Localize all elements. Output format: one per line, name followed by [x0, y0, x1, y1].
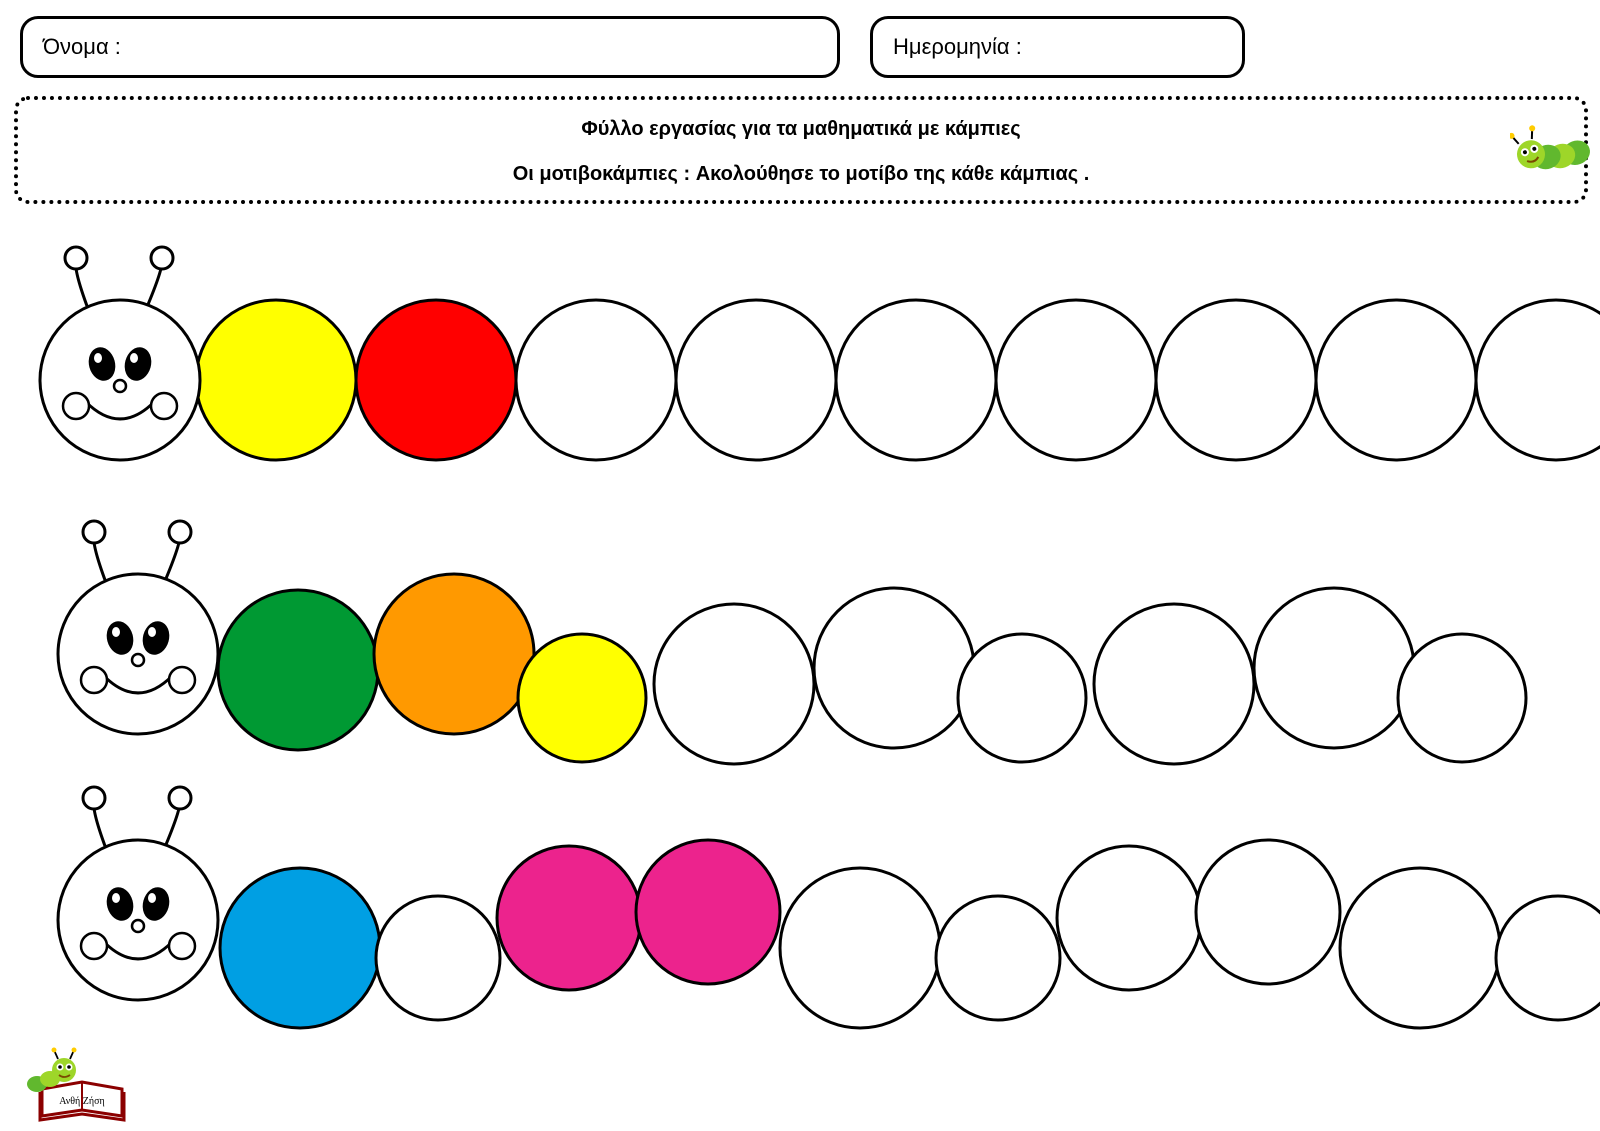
segment: [1196, 840, 1340, 984]
cheek: [81, 933, 107, 959]
nose: [132, 920, 144, 932]
segment: [936, 896, 1060, 1020]
segment: [1057, 846, 1201, 990]
segment: [780, 868, 940, 1028]
segment: [958, 634, 1086, 762]
segment: [218, 590, 378, 750]
cheek: [169, 667, 195, 693]
segment: [374, 574, 534, 734]
caterpillar-row1: [40, 247, 1600, 460]
antenna-tip: [83, 787, 105, 809]
segment: [516, 300, 676, 460]
segment: [836, 300, 996, 460]
segment: [1476, 300, 1600, 460]
caterpillar-row3: [58, 787, 1600, 1028]
segment: [676, 300, 836, 460]
segment: [1254, 588, 1414, 748]
segment: [996, 300, 1156, 460]
segment: [1316, 300, 1476, 460]
caterpillar-row2: [58, 521, 1526, 764]
segment: [1156, 300, 1316, 460]
segment: [1340, 868, 1500, 1028]
segment: [1496, 896, 1600, 1020]
segment: [376, 896, 500, 1020]
antenna-tip: [65, 247, 87, 269]
segment: [636, 840, 780, 984]
segment: [220, 868, 380, 1028]
segment: [196, 300, 356, 460]
segment: [497, 846, 641, 990]
footer-author: Ανθή Ζήση: [59, 1096, 104, 1107]
antenna-tip: [151, 247, 173, 269]
segment: [814, 588, 974, 748]
cheek: [81, 667, 107, 693]
cheek: [63, 393, 89, 419]
caterpillar-decor-icon: [1510, 118, 1600, 188]
nose: [132, 654, 144, 666]
cheek: [151, 393, 177, 419]
antenna-tip: [83, 521, 105, 543]
segment: [654, 604, 814, 764]
segment: [1094, 604, 1254, 764]
segment: [1398, 634, 1526, 762]
book-caterpillar-decor-icon: Ανθή Ζήση: [22, 1034, 142, 1129]
antenna-tip: [169, 787, 191, 809]
cheek: [169, 933, 195, 959]
segment: [518, 634, 646, 762]
antenna-tip: [169, 521, 191, 543]
worksheet-canvas: [0, 0, 1600, 1131]
segment: [356, 300, 516, 460]
nose: [114, 380, 126, 392]
